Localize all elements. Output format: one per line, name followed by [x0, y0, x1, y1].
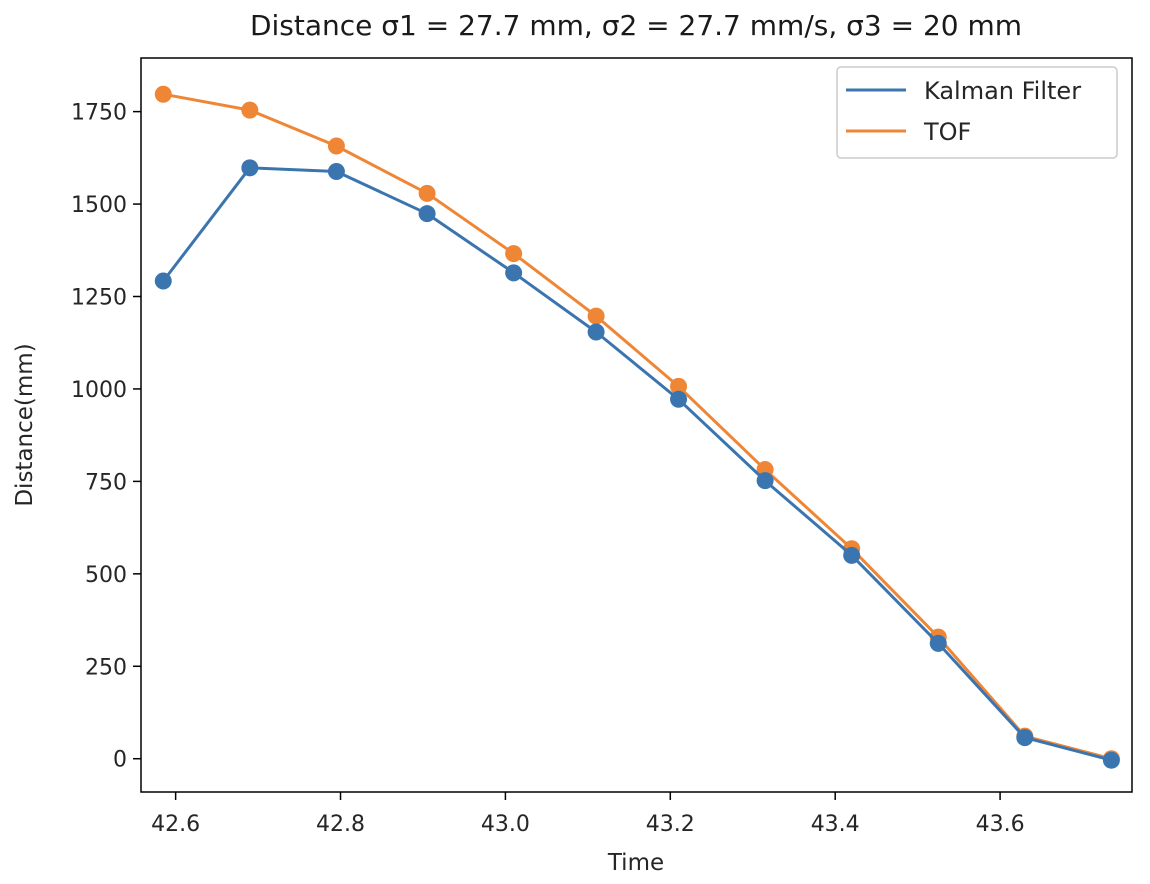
- series-line-tof: [161, 92, 1113, 761]
- data-point-tof: [670, 377, 688, 395]
- data-point-tof: [241, 101, 259, 119]
- y-axis: 0 250 500 750 1000 1250 1500 1750: [71, 101, 141, 773]
- y-tick-label: 1750: [71, 101, 127, 126]
- x-tick-label: 42.8: [316, 812, 365, 837]
- series-line-kalman-filter: [161, 166, 1113, 762]
- legend-frame: [836, 66, 1118, 159]
- y-tick-label: 1250: [71, 286, 127, 311]
- data-point-tof: [418, 184, 436, 202]
- data-point-kalman-filter: [327, 163, 345, 181]
- data-point-kalman-filter: [929, 634, 947, 652]
- legend-label-kalman-filter: Kalman Filter: [924, 77, 1081, 105]
- x-tick-label: 43.0: [481, 812, 530, 837]
- y-tick-label: 500: [85, 563, 127, 588]
- legend: Kalman Filter TOF: [836, 66, 1118, 159]
- legend-label-tof: TOF: [923, 118, 971, 146]
- data-point-kalman-filter: [418, 205, 436, 223]
- chart-title: Distance σ1 = 27.7 mm, σ2 = 27.7 mm/s, σ…: [250, 9, 1022, 42]
- y-tick-label: 0: [113, 748, 127, 773]
- data-point-kalman-filter: [241, 159, 259, 177]
- y-tick-label: 250: [85, 655, 127, 680]
- data-point-kalman-filter: [670, 390, 688, 408]
- data-point-kalman-filter: [756, 472, 774, 490]
- y-tick-label: 1500: [71, 193, 127, 218]
- plot-frame: [140, 57, 1133, 793]
- series-kalman-filter: [154, 159, 1120, 769]
- x-tick-label: 43.4: [811, 812, 860, 837]
- data-point-kalman-filter: [843, 546, 861, 564]
- x-axis: 42.6 42.8 43.0 43.2 43.4 43.6: [151, 792, 1025, 837]
- x-tick-label: 42.6: [151, 812, 200, 837]
- data-point-kalman-filter: [1016, 729, 1034, 747]
- data-point-kalman-filter: [154, 272, 172, 290]
- data-point-tof: [505, 245, 523, 263]
- y-tick-label: 750: [85, 470, 127, 495]
- plot-area: [154, 85, 1120, 769]
- data-point-kalman-filter: [587, 323, 605, 341]
- data-point-tof: [154, 85, 172, 103]
- y-axis-title: Distance(mm): [12, 343, 38, 506]
- x-axis-title: Time: [607, 850, 664, 876]
- data-point-kalman-filter: [505, 264, 523, 282]
- y-tick-label: 1000: [71, 378, 127, 403]
- data-point-kalman-filter: [1102, 751, 1120, 769]
- data-point-tof: [587, 307, 605, 325]
- data-point-tof: [327, 137, 345, 155]
- x-tick-label: 43.6: [976, 812, 1025, 837]
- x-tick-label: 43.2: [646, 812, 695, 837]
